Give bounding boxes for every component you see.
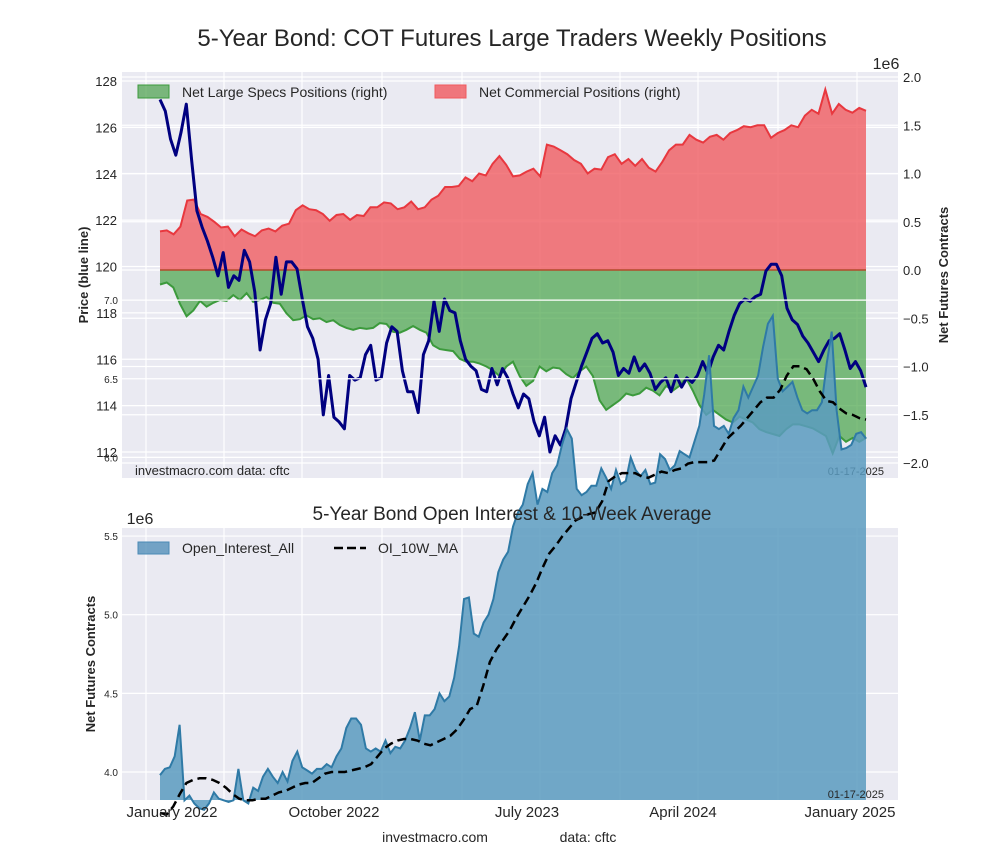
left-y-tick-label: 120 [95, 260, 117, 275]
legend-swatch-specs [137, 84, 170, 99]
commercial-area [160, 89, 866, 270]
right-y-ticks: −2.0 −1.5 −1.0 −0.5 0.0 0.5 1.0 1.5 2.0 [903, 70, 929, 471]
left-y-tick-label: 126 [95, 120, 117, 135]
oi-y-tick-label: 4.0 [104, 768, 118, 779]
right-y-tick-label: −1.5 [903, 408, 929, 423]
footer-source: investmacro.com [382, 829, 488, 845]
left-y-tick-label: 124 [95, 167, 117, 182]
x-tick-label: January 2022 [127, 804, 218, 821]
right-y-tick-label: −0.5 [903, 311, 929, 326]
x-tick-label: January 2025 [805, 804, 896, 821]
left-y-tick-label: 118 [96, 306, 117, 321]
left-y-label: Price (blue line) [76, 227, 91, 324]
right-y-label: Net Futures Contracts [936, 207, 951, 344]
left-y-tick-label: 128 [95, 74, 117, 89]
footer-data: data: cftc [560, 829, 617, 845]
oi-ma-group [159, 364, 867, 816]
oi-fill [160, 315, 866, 810]
left-y-tick-label: 116 [96, 352, 117, 367]
left-y-ticks: 112 114 116 118 120 122 124 126 128 [95, 74, 117, 460]
date-annotation-bottom: 01-17-2025 [828, 789, 884, 801]
oi-y-tick-label: 4.5 [104, 689, 118, 700]
right-y-tick-label: −1.0 [903, 360, 929, 375]
x-tick-label: July 2023 [495, 804, 559, 821]
legend-label-ma: OI_10W_MA [378, 540, 459, 556]
oi-title: 5-Year Bond Open Interest & 10-Week Aver… [313, 504, 712, 525]
left-y-tick-label: 122 [95, 213, 117, 228]
oi-y-tick-label: 7.0 [104, 296, 118, 307]
oi-y-tick-label: 5.5 [104, 532, 118, 543]
legend-label-specs: Net Large Specs Positions (right) [182, 84, 387, 100]
right-y-tick-label: 2.0 [903, 70, 921, 85]
oi-axis-multiplier: 1e6 [127, 511, 154, 528]
oi-y-label: Net Futures Contracts [83, 596, 98, 733]
chart-title: 5-Year Bond: COT Futures Large Traders W… [197, 25, 826, 52]
oi-y-tick-label: 5.0 [104, 611, 118, 622]
oi-y-tick-label: 6.0 [104, 453, 118, 464]
open-interest-chart: 4.0 4.5 5.0 5.5 6.0 6.5 7.0 January 2022 Octobe… [83, 296, 898, 821]
left-y-tick-label: 112 [96, 445, 117, 460]
x-ticks: January 2022 October 2022 July 2023 April 2… [127, 804, 896, 821]
oi-y-tick-label: 6.5 [104, 375, 118, 386]
positions-legend: Net Large Specs Positions (right) Net Co… [137, 84, 681, 100]
x-tick-label: April 2024 [649, 804, 717, 821]
right-axis-multiplier: 1e6 [873, 56, 900, 73]
legend-label-oi: Open_Interest_All [182, 540, 294, 556]
right-y-tick-label: −2.0 [903, 456, 929, 471]
legend-swatch-oi [137, 541, 170, 555]
oi-y-ticks: 4.0 4.5 5.0 5.5 6.0 6.5 7.0 [104, 296, 118, 779]
right-y-tick-label: 0.0 [903, 263, 921, 278]
oi-line [159, 312, 867, 811]
oi-ma-line [159, 364, 867, 816]
legend-swatch-commercial [434, 84, 467, 99]
oi-area [159, 312, 867, 811]
left-y-tick-label: 114 [96, 399, 117, 414]
source-annotation-top: investmacro.com data: cftc [135, 463, 290, 478]
right-y-tick-label: 0.5 [903, 215, 921, 230]
right-y-tick-label: 1.0 [903, 167, 921, 182]
right-y-tick-label: 1.5 [903, 118, 921, 133]
x-tick-label: October 2022 [289, 804, 380, 821]
oi-legend: Open_Interest_All OI_10W_MA [137, 540, 459, 556]
commercial-line [159, 85, 867, 238]
legend-label-commercial: Net Commercial Positions (right) [479, 84, 681, 100]
